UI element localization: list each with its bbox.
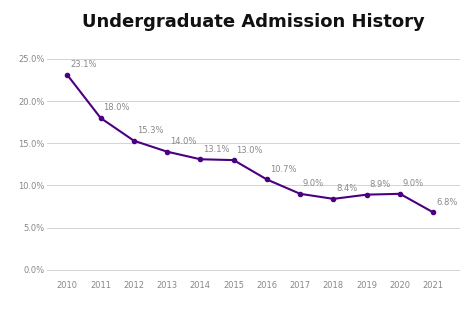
Text: 10.7%: 10.7% — [270, 165, 296, 174]
Title: Undergraduate Admission History: Undergraduate Admission History — [82, 13, 425, 31]
Text: 14.0%: 14.0% — [170, 137, 196, 146]
Text: 13.0%: 13.0% — [237, 146, 263, 155]
Text: 13.1%: 13.1% — [203, 145, 230, 154]
Text: 9.0%: 9.0% — [403, 179, 424, 188]
Text: 23.1%: 23.1% — [70, 60, 97, 70]
Text: 9.0%: 9.0% — [303, 179, 324, 188]
Text: 18.0%: 18.0% — [103, 103, 130, 112]
Text: 8.9%: 8.9% — [369, 180, 391, 189]
Text: 6.8%: 6.8% — [436, 198, 457, 207]
Text: 8.4%: 8.4% — [336, 184, 357, 193]
Text: 15.3%: 15.3% — [137, 126, 163, 135]
